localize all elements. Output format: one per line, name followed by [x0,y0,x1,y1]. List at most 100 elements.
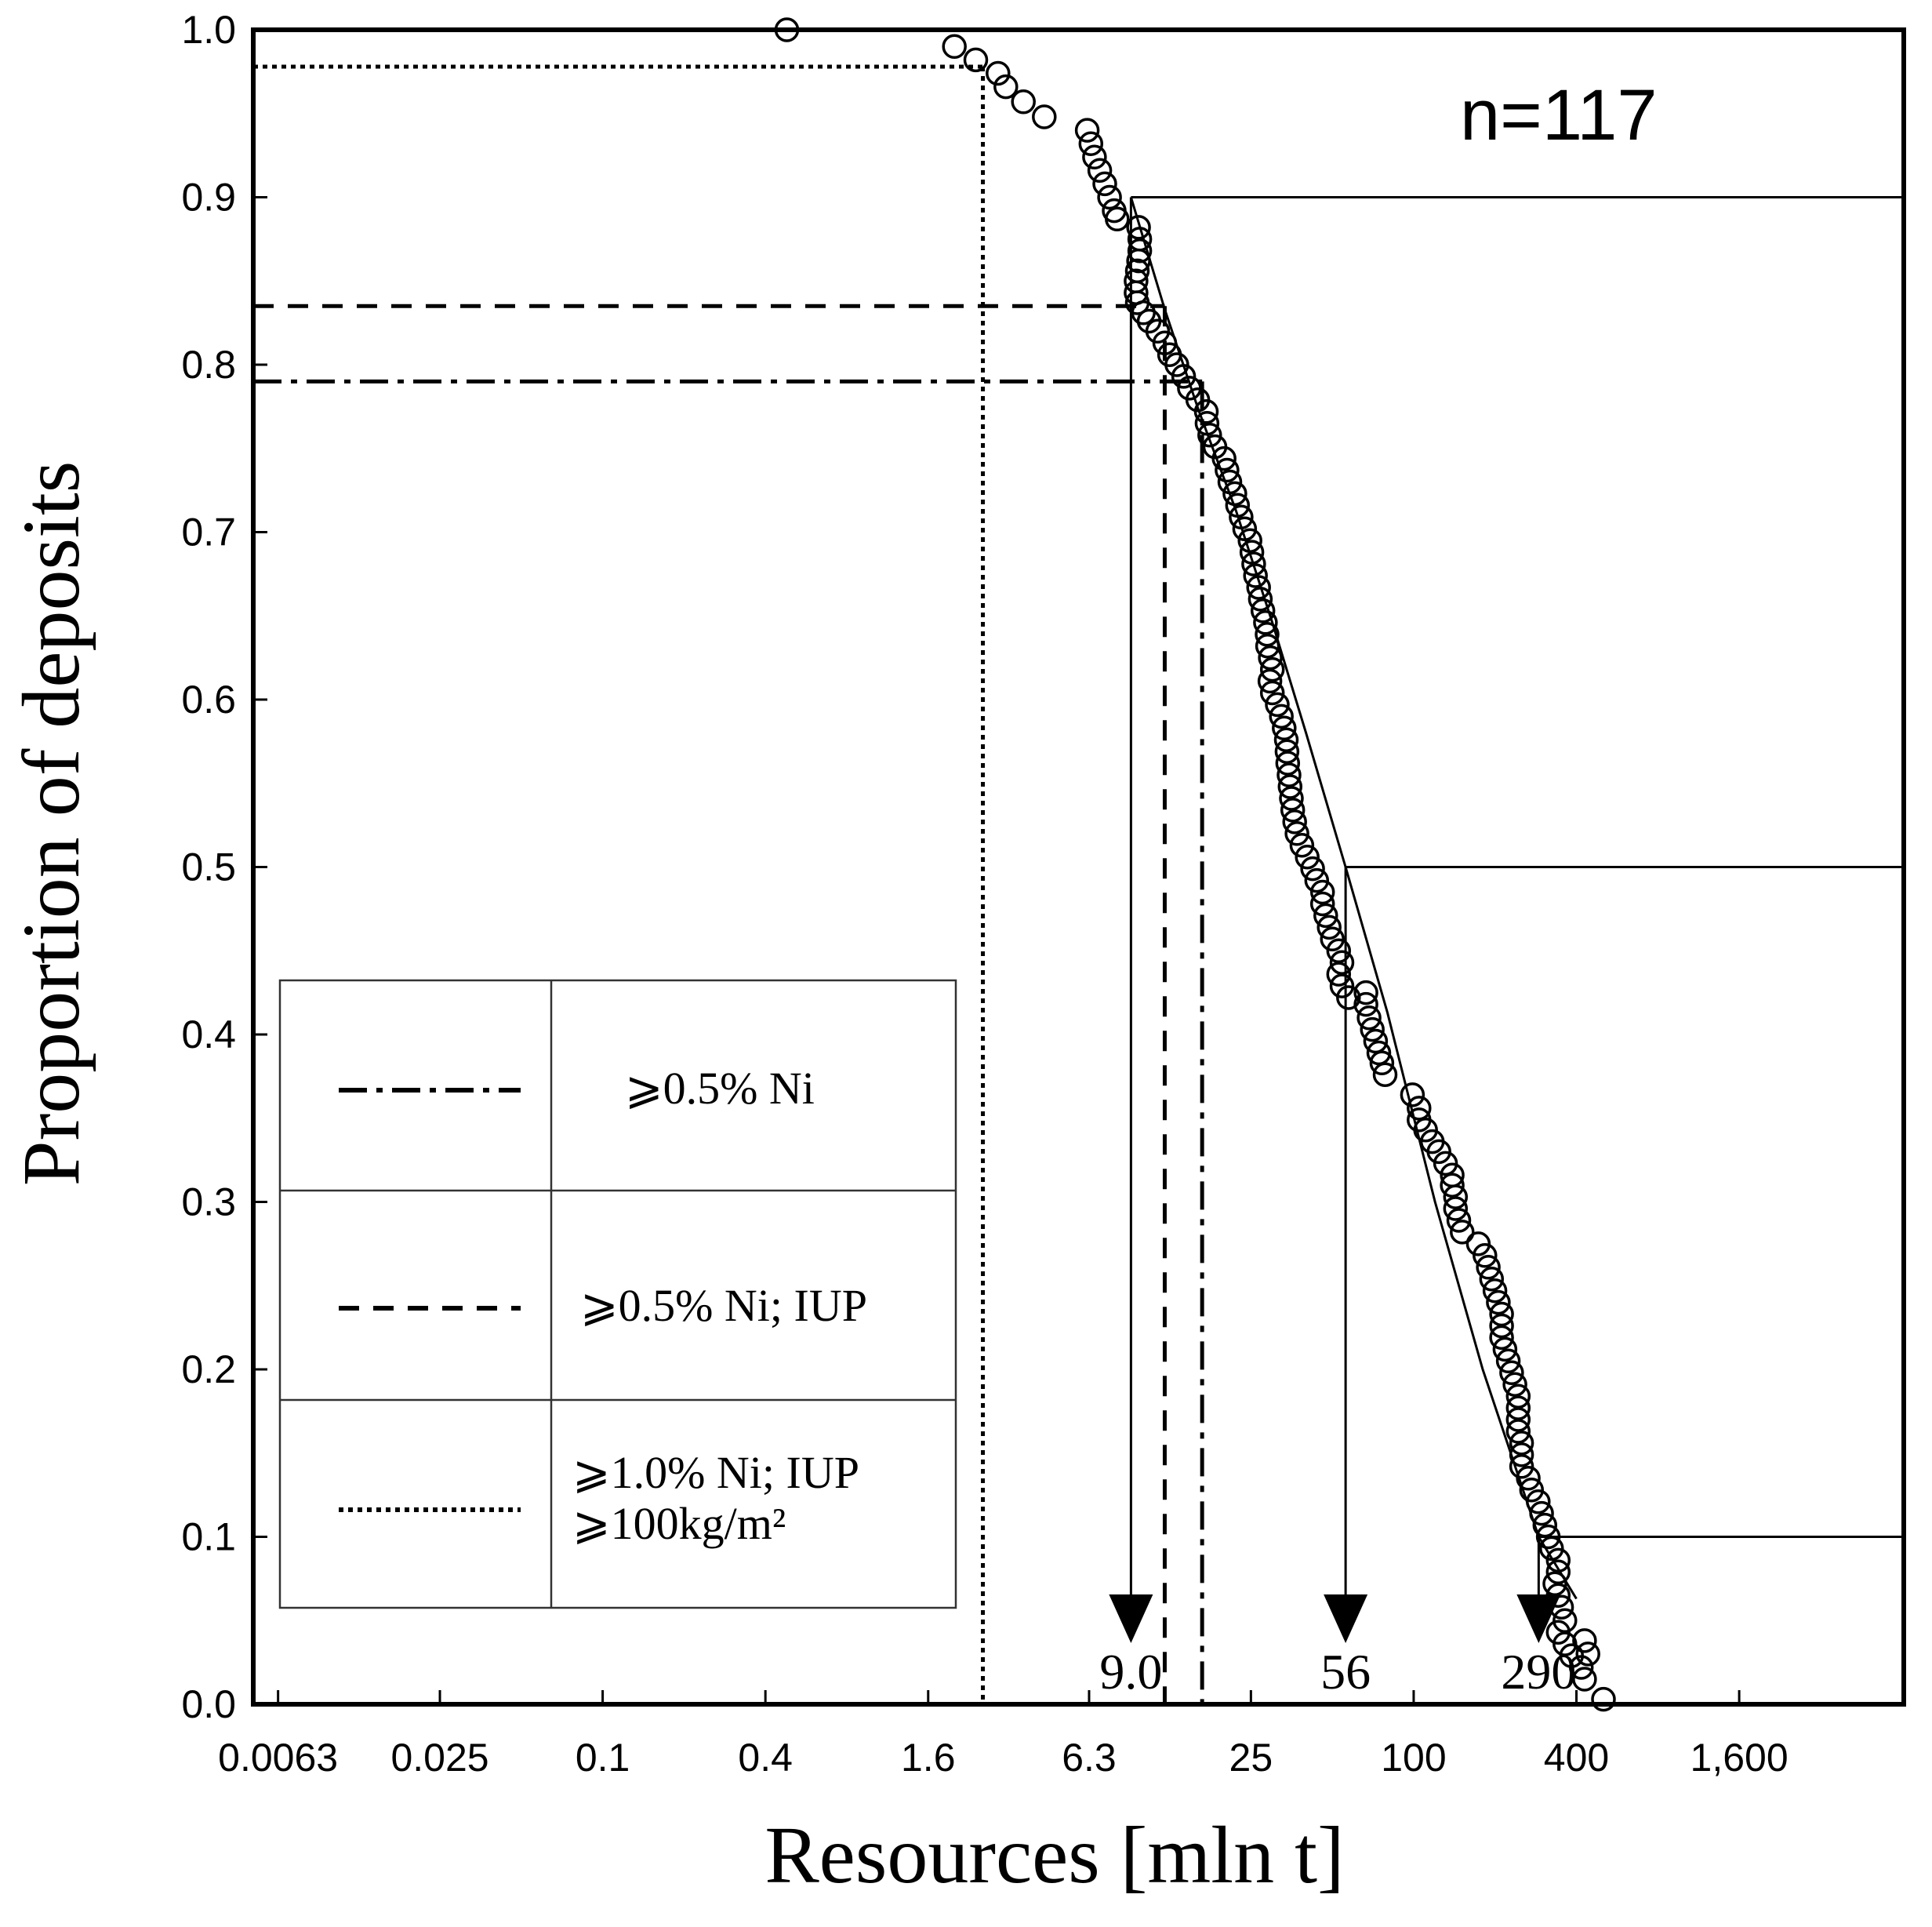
y-tick-label: 0.9 [181,176,236,220]
data-point [1280,798,1306,823]
data-point [1197,422,1222,448]
x-tick-label: 25 [1229,1736,1273,1780]
data-point [1289,832,1315,858]
legend-box [278,979,957,1609]
data-point [1516,1466,1541,1491]
data-point [1241,551,1266,576]
data-point [1126,215,1151,240]
data-point [1011,89,1036,115]
data-point [1426,1139,1451,1165]
data-point [1400,1082,1425,1107]
data-point [1591,1686,1616,1712]
data-point [1078,131,1104,156]
data-point [1473,1243,1498,1268]
data-point [1502,1372,1527,1397]
y-tick-label: 0.4 [181,1013,236,1056]
legend-label-3b: ⩾100kg/m² [572,1498,786,1549]
y-tick-label: 0.8 [181,343,236,387]
data-point [1545,1559,1571,1585]
percentile-arrow-head [1109,1594,1153,1643]
data-point [1032,104,1057,129]
data-point [1492,1336,1518,1362]
data-point [1545,1620,1571,1645]
data-point [1320,926,1345,952]
percentile-arrow-head [1324,1594,1368,1643]
data-point [1329,973,1355,998]
data-point [1353,991,1378,1017]
data-point [1152,330,1178,355]
data-point [1446,1208,1472,1233]
data-point [1255,621,1280,647]
data-point [1443,1196,1469,1221]
data-point [1505,1395,1531,1420]
data-point [1126,248,1151,274]
percentile-value-label: 56 [1320,1644,1371,1700]
data-point [1529,1500,1554,1526]
data-point [1250,598,1276,624]
data-point [1274,739,1300,764]
data-point [1486,1289,1511,1315]
x-tick-label: 0.025 [390,1736,488,1780]
axis-ticks: 0.0063 0.025 0.1 0.4 1.6 6.3 25 100 400 1,600 0.0 0… [181,8,1788,1780]
sample-size-annotation: n=117 [1460,75,1658,155]
data-point [1105,206,1130,232]
y-tick-label: 0.5 [181,845,236,889]
data-point [1479,1266,1505,1292]
data-point [1164,352,1189,377]
data-point [1282,809,1307,834]
data-point [1505,1383,1531,1409]
x-axis-title: Resources [mln t] [764,1810,1344,1900]
data-point [1257,668,1283,694]
data-point [993,74,1019,100]
data-point [1211,445,1237,471]
data-point [1097,184,1122,210]
percentile-arrow-head [1516,1594,1561,1643]
fit-curve-layer [1129,197,1578,1600]
data-point [1265,692,1290,718]
data-point [1316,914,1342,940]
data-point [1276,762,1302,787]
data-point [1476,1255,1501,1280]
data-point [1229,504,1254,530]
data-point [1082,144,1107,170]
data-point [1217,469,1243,495]
data-point [1482,1278,1508,1303]
data-point [1363,1028,1389,1054]
data-point [1269,704,1294,729]
data-point [1499,1360,1524,1386]
data-point [1505,1419,1531,1444]
data-point [1413,1117,1438,1143]
data-point [1272,715,1297,741]
data-point [1552,1631,1578,1656]
data-point [1309,891,1335,917]
data-point [1259,656,1285,682]
data-point [1253,610,1278,635]
data-point [1247,587,1273,612]
percentile-value-label: 9.0 [1099,1644,1162,1700]
data-point [963,47,989,73]
data-point [1087,158,1113,184]
data-point [1326,938,1352,964]
data-point [1193,399,1219,424]
data-point [1304,867,1330,893]
reference-lines [253,64,1204,1704]
data-point [1372,1062,1398,1087]
fit-curve [1129,197,1578,1600]
data-point [1552,1608,1578,1634]
data-point [1545,1547,1571,1573]
data-point [1526,1489,1551,1514]
x-tick-label: 1.6 [901,1736,956,1780]
y-tick-label: 0.2 [181,1347,236,1391]
data-point [1273,727,1299,752]
data-point [1465,1231,1491,1256]
x-tick-label: 0.4 [738,1736,793,1780]
data-point [1295,844,1320,870]
data-point [1194,410,1220,436]
x-tick-label: 400 [1544,1736,1609,1780]
data-point [1505,1407,1531,1432]
legend: ⩾0.5% Ni ⩾0.5% Ni; IUP ⩾1.0% Ni; IUP ⩾10… [278,979,957,1609]
data-point [1092,171,1117,197]
data-point [1489,1301,1514,1327]
data-point [1366,1040,1392,1066]
